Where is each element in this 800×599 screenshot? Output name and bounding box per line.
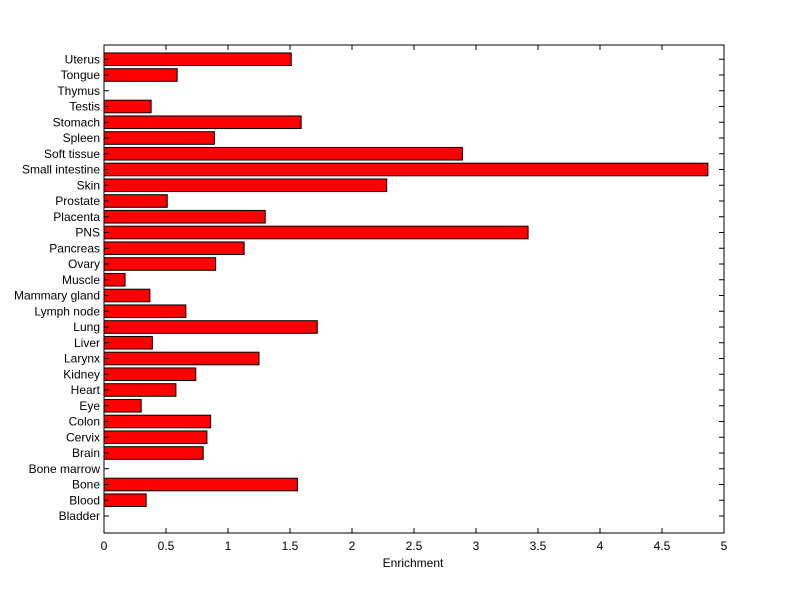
bar-stomach — [103, 115, 302, 130]
bar-skin — [103, 178, 388, 193]
bar-uterus — [103, 52, 292, 67]
bar-testis — [103, 99, 152, 114]
bar-lung — [103, 320, 318, 334]
y-tick-label-bladder: Bladder — [59, 509, 100, 523]
bar-larynx — [103, 351, 260, 366]
x-tick-label-4: 2 — [349, 539, 356, 553]
y-tick-label-small-intestine: Small intestine — [22, 163, 100, 177]
y-tick-label-ovary: Ovary — [68, 257, 100, 271]
bar-ovary — [103, 257, 217, 271]
bar-heart — [103, 383, 177, 397]
x-tick-label-2: 1 — [225, 539, 232, 553]
y-tick-label-kidney: Kidney — [63, 367, 100, 381]
y-tick-label-bone-marrow: Bone marrow — [29, 462, 101, 476]
x-tick-label-5: 2.5 — [406, 539, 423, 553]
x-tick-label-3: 1.5 — [282, 539, 299, 553]
y-tick-label-heart: Heart — [71, 383, 101, 397]
x-tick-label-1: 0.5 — [158, 539, 175, 553]
y-tick-label-liver: Liver — [74, 336, 100, 350]
bar-spleen — [103, 131, 215, 145]
bar-liver — [103, 335, 153, 350]
bar-small-intestine — [103, 162, 709, 177]
y-tick-label-pns: PNS — [75, 226, 100, 240]
y-tick-label-skin: Skin — [77, 178, 100, 192]
bar-soft-tissue — [103, 146, 463, 161]
bar-blood — [103, 493, 147, 508]
bar-placenta — [103, 209, 266, 224]
y-tick-label-uterus: Uterus — [65, 52, 100, 66]
bar-brain — [103, 446, 204, 460]
y-tick-label-prostate: Prostate — [55, 194, 100, 208]
x-tick-label-8: 4 — [597, 539, 604, 553]
bar-eye — [103, 398, 142, 413]
bar-pns — [103, 225, 529, 240]
y-tick-label-placenta: Placenta — [53, 210, 100, 224]
y-tick-label-lung: Lung — [73, 320, 100, 334]
bar-mammary-gland — [103, 288, 151, 303]
bar-pancreas — [103, 241, 245, 256]
x-axis-title: Enrichment — [383, 556, 444, 570]
plot-frame — [103, 44, 725, 534]
y-tick-label-spleen: Spleen — [63, 131, 100, 145]
y-tick-label-brain: Brain — [72, 446, 100, 460]
y-tick-label-muscle: Muscle — [62, 273, 100, 287]
y-tick-label-soft-tissue: Soft tissue — [44, 147, 100, 161]
bar-bone — [103, 477, 298, 492]
bar-colon — [103, 414, 212, 429]
y-tick-label-colon: Colon — [69, 415, 100, 429]
x-tick-label-9: 4.5 — [654, 539, 671, 553]
bar-prostate — [103, 194, 168, 208]
bar-lymph-node — [103, 304, 187, 319]
bar-cervix — [103, 430, 208, 445]
y-tick-label-thymus: Thymus — [57, 84, 100, 98]
x-tick-label-7: 3.5 — [530, 539, 547, 553]
y-tick-label-larynx: Larynx — [64, 352, 100, 366]
y-tick-label-tongue: Tongue — [61, 68, 101, 82]
y-tick-label-bone: Bone — [72, 478, 100, 492]
y-tick-label-blood: Blood — [69, 493, 100, 507]
y-tick-label-stomach: Stomach — [53, 115, 100, 129]
y-tick-label-eye: Eye — [79, 399, 100, 413]
y-tick-label-cervix: Cervix — [66, 430, 100, 444]
y-tick-label-pancreas: Pancreas — [49, 241, 100, 255]
bar-tongue — [103, 68, 178, 82]
bar-kidney — [103, 367, 197, 382]
x-axis-ticks: 0 0.5 1 1.5 2 2.5 3 3.5 4 4.5 5 — [101, 45, 728, 553]
x-tick-label-0: 0 — [101, 539, 108, 553]
y-tick-label-testis: Testis — [69, 100, 100, 114]
y-tick-label-lymph-node: Lymph node — [34, 304, 100, 318]
x-tick-label-6: 3 — [473, 539, 480, 553]
x-tick-label-10: 5 — [721, 539, 728, 553]
y-tick-label-mammary-gland: Mammary gland — [14, 289, 100, 303]
